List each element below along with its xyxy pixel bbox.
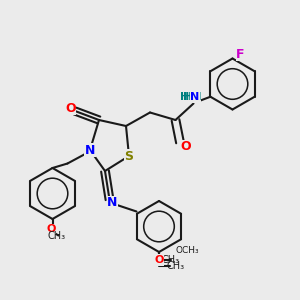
Text: CH₃: CH₃ (162, 255, 180, 266)
Text: O: O (65, 101, 76, 115)
Text: O: O (154, 255, 164, 265)
Text: N: N (85, 143, 95, 157)
Text: N: N (107, 196, 118, 209)
Text: OCH₃: OCH₃ (176, 246, 199, 255)
Text: CH₃: CH₃ (167, 261, 184, 272)
Text: O: O (154, 255, 164, 266)
Text: S: S (124, 149, 134, 163)
Text: F: F (236, 47, 244, 61)
Text: H: H (180, 92, 189, 102)
Text: CH₃: CH₃ (48, 231, 66, 242)
Text: N: N (190, 92, 200, 102)
Text: HN: HN (183, 92, 201, 103)
Text: O: O (181, 140, 191, 154)
Text: O: O (46, 224, 56, 235)
